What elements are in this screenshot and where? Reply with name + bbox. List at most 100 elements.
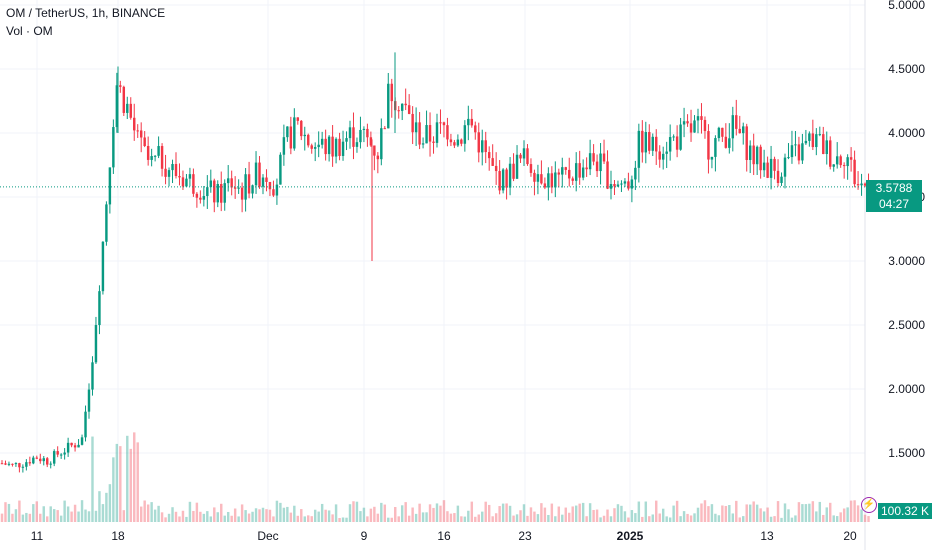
candle-body xyxy=(842,165,846,167)
volume-bar xyxy=(519,510,522,522)
volume-bar xyxy=(721,505,724,522)
candle-body xyxy=(432,141,435,143)
candle-body xyxy=(728,138,731,148)
candle-body xyxy=(849,157,853,160)
candle-body xyxy=(25,462,28,467)
volume-bar xyxy=(28,513,32,522)
volume-bar xyxy=(829,502,832,522)
candle-body xyxy=(404,103,407,106)
volume-bar xyxy=(126,435,129,522)
volume-bar xyxy=(780,517,783,522)
volume-bar xyxy=(588,503,592,522)
volume-bar xyxy=(192,510,195,522)
volume-bar xyxy=(275,500,279,522)
volume-bar xyxy=(84,509,87,522)
volume-bar xyxy=(655,500,658,522)
volume-bar xyxy=(787,509,790,522)
candle-body xyxy=(501,169,505,191)
candle-body xyxy=(748,145,752,161)
candle-body xyxy=(627,181,630,189)
candle-body xyxy=(863,183,867,186)
volume-bar xyxy=(665,516,668,522)
candle-body xyxy=(52,451,56,464)
candle-body xyxy=(164,168,167,177)
volume-bar xyxy=(42,506,45,522)
candle-body xyxy=(122,86,126,113)
volume-bar xyxy=(223,515,226,522)
volume-indicator-label[interactable]: Vol · OM xyxy=(6,24,53,38)
candle-body xyxy=(585,167,588,170)
volume-bar xyxy=(7,503,11,522)
candle-body xyxy=(119,85,122,87)
candle-body xyxy=(313,147,317,149)
candle-body xyxy=(0,463,4,465)
candle-body xyxy=(860,183,863,186)
candle-body xyxy=(696,116,700,121)
candle-body xyxy=(815,134,818,148)
candle-body xyxy=(658,151,661,160)
volume-bar xyxy=(282,507,286,522)
candle-body xyxy=(35,457,39,459)
volume-bar xyxy=(794,515,797,522)
candle-body xyxy=(307,134,310,146)
y-tick-label: 3.0000 xyxy=(888,254,925,268)
volume-bar xyxy=(80,500,84,522)
candle-body xyxy=(644,132,648,153)
volume-bar xyxy=(710,504,714,522)
volume-bar xyxy=(206,511,209,522)
lightning-icon[interactable]: ⚡ xyxy=(861,497,877,513)
volume-bar xyxy=(289,512,293,522)
candle-body xyxy=(174,164,178,177)
candle-body xyxy=(790,145,794,158)
volume-bar xyxy=(407,515,411,522)
candle-body xyxy=(832,164,835,167)
volume-bar xyxy=(52,509,56,522)
volume-bar xyxy=(348,504,352,522)
candle-body xyxy=(226,178,230,184)
volume-bar xyxy=(355,501,359,522)
volume-bar xyxy=(501,503,505,522)
volume-bar xyxy=(310,516,313,522)
candle-body xyxy=(550,173,554,188)
volume-bar xyxy=(133,432,136,522)
volume-bar xyxy=(59,515,63,522)
candle-body xyxy=(783,157,787,177)
candle-body xyxy=(77,444,80,448)
y-tick-label: 2.0000 xyxy=(888,382,925,396)
candle-body xyxy=(606,161,609,189)
volume-bar xyxy=(536,514,540,522)
volume-bar xyxy=(849,500,853,522)
candle-body xyxy=(780,176,783,184)
candle-body xyxy=(463,125,467,144)
candle-body xyxy=(286,126,289,138)
volume-bar xyxy=(122,510,126,522)
candle-body xyxy=(334,138,338,157)
volume-bar xyxy=(178,516,181,522)
candle-body xyxy=(564,167,567,170)
candle-body xyxy=(738,128,741,134)
volume-bar xyxy=(661,508,665,522)
candle-body xyxy=(178,176,181,178)
y-tick-label: 5.0000 xyxy=(888,0,925,12)
candle-body xyxy=(188,174,192,179)
volume-bar xyxy=(296,515,300,522)
volume-bar xyxy=(860,509,863,522)
candle-body xyxy=(216,184,219,203)
volume-bar xyxy=(101,504,105,522)
volume-bar xyxy=(373,506,376,522)
candle-body xyxy=(808,133,811,141)
volume-bar xyxy=(620,505,623,522)
candle-body xyxy=(515,154,519,179)
volume-bar xyxy=(428,504,432,522)
candle-body xyxy=(745,126,748,161)
candle-body xyxy=(129,103,132,118)
volume-bar xyxy=(846,507,849,522)
volume-bar xyxy=(25,512,28,522)
candle-body xyxy=(63,452,66,455)
candle-body xyxy=(373,145,376,156)
candle-body xyxy=(797,144,801,161)
candle-body xyxy=(355,142,359,147)
candle-body xyxy=(70,442,73,446)
